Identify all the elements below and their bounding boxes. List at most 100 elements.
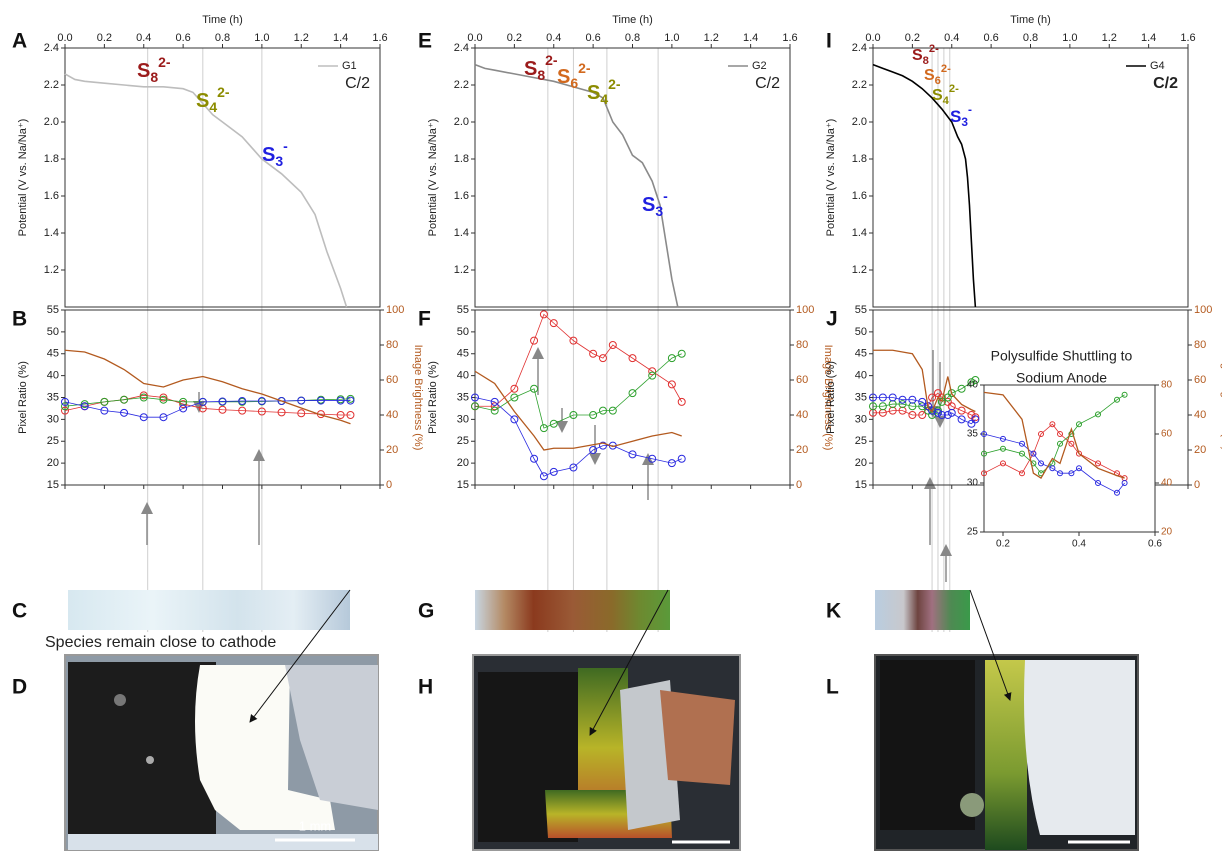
x-tick-label: 1.6 [782,32,797,44]
data-point [947,389,956,398]
data-point [100,397,109,406]
data-point [1057,470,1063,477]
species-label: S82- [912,43,939,67]
data-point [1049,465,1056,472]
data-point [539,472,548,481]
photo [64,654,379,851]
y-axis-label: Potential (V vs. Na/Na⁺) [17,119,29,237]
legend-label: G1 [342,60,357,72]
data-point [598,406,607,415]
axes-frame [474,309,791,486]
y-tick-label: 40 [457,370,469,382]
data-point [218,397,227,406]
y-tick-label: 1.8 [454,153,469,165]
species-base: S [137,60,150,82]
legend-note: C/2 [1153,75,1178,92]
data-point [878,393,887,402]
data-point [1057,440,1063,447]
data-point [1000,445,1006,452]
species-sup: 2- [217,84,230,100]
data-point [346,396,355,405]
y2-tick-label: 80 [1161,380,1173,391]
data-point [277,408,286,417]
species-sup: 2- [578,60,591,76]
species-base: S [912,47,923,64]
data-point [490,397,499,406]
species-sub: 8 [923,55,929,67]
y-tick-label: 55 [47,304,59,316]
series-line [474,63,679,308]
y2-tick-label: 20 [386,444,398,456]
species-sub: 6 [570,75,578,91]
legend-note: C/2 [755,75,780,92]
y-tick-label: 1.8 [852,153,867,165]
x-tick-label: 0.0 [865,32,880,44]
trend-arrows [141,347,952,582]
y-tick-label: 55 [457,304,469,316]
data-point [198,397,207,406]
data-point [510,393,519,402]
data-point [218,405,227,414]
y2-tick-label: 60 [796,374,808,386]
data-point [957,415,966,424]
data-point [1030,450,1037,457]
panel-letter: G [418,600,434,623]
data-point [967,378,976,387]
data-point [1068,431,1075,437]
species-sub: 4 [600,91,608,107]
y-tick-label: 2.4 [852,42,867,54]
panel-letter: H [418,676,433,699]
data-point [316,396,325,405]
species-sup: 2- [608,76,621,92]
data-point [957,406,966,415]
x-tick-label: 0.0 [57,32,72,44]
photo [874,654,1139,851]
y2-tick-label: 60 [1161,429,1173,440]
y2-tick-label: 60 [1194,374,1206,386]
y-tick-label: 35 [967,429,979,440]
species-label: S82- [524,52,558,83]
data-point [648,454,657,463]
y-tick-label: 1.4 [852,227,867,239]
y-tick-label: 45 [855,348,867,360]
species-sup: 2- [941,63,951,75]
y-tick-label: 25 [457,435,469,447]
data-point [179,400,188,409]
panel-letter: D [12,676,27,699]
data-point [549,419,558,428]
data-point [1114,396,1120,403]
y-tick-label: 1.2 [44,264,59,276]
species-sup: - [283,138,288,154]
data-point [139,391,148,400]
data-point [530,454,539,463]
y-tick-label: 2.2 [454,79,469,91]
y-tick-label: 1.4 [454,227,469,239]
x-tick-label: 1.2 [1102,32,1117,44]
y-tick-label: 2.2 [852,79,867,91]
x-axis-label: Time (h) [202,14,243,26]
data-point [1114,489,1120,496]
data-point [1049,421,1056,428]
scale-label: 1 mm [299,818,332,833]
y-tick-label: 15 [47,479,59,491]
species-base: S [950,107,961,126]
series-line [983,423,1125,479]
x-tick-label: 0.0 [467,32,482,44]
data-point [471,402,479,411]
species-sup: 2- [158,54,171,70]
data-point [677,397,686,406]
species-sup: 2- [545,52,558,68]
data-point [1095,411,1101,418]
data-point [628,354,637,363]
x-tick-label: 1.2 [294,32,309,44]
y2-tick-label: 20 [796,444,808,456]
data-point [628,389,637,398]
data-point [1076,450,1082,457]
data-point [967,411,976,419]
species-sup: - [663,188,668,204]
y-tick-label: 1.4 [44,227,59,239]
data-point [120,408,129,417]
data-point [1057,431,1063,437]
arrow [589,589,669,736]
